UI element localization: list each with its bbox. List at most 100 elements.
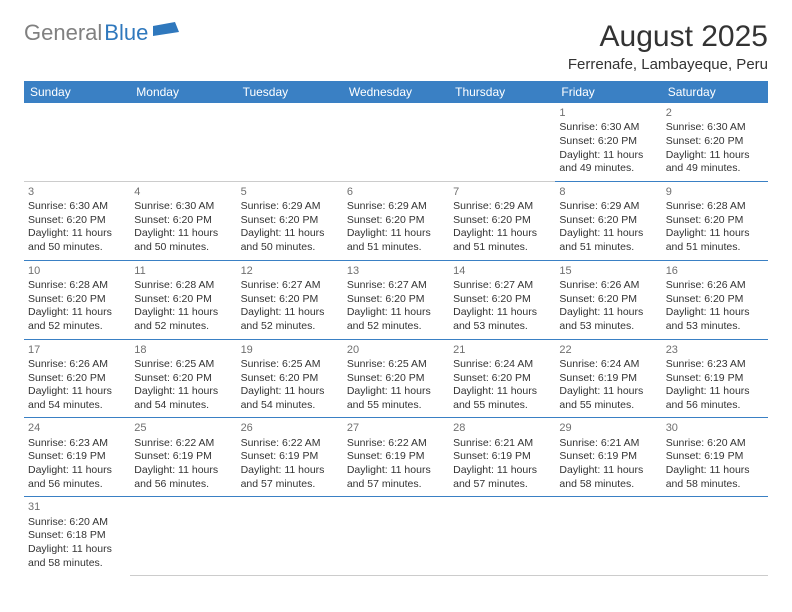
day-info: Sunrise: 6:21 AMSunset: 6:19 PMDaylight:…: [559, 437, 657, 492]
logo-text-grey: General: [24, 20, 102, 46]
calendar-cell: 17Sunrise: 6:26 AMSunset: 6:20 PMDayligh…: [24, 339, 130, 418]
day-number: 29: [559, 421, 657, 435]
day-info: Sunrise: 6:24 AMSunset: 6:19 PMDaylight:…: [559, 358, 657, 413]
calendar-cell: [555, 497, 661, 575]
calendar-cell: 3Sunrise: 6:30 AMSunset: 6:20 PMDaylight…: [24, 181, 130, 260]
calendar-cell: 11Sunrise: 6:28 AMSunset: 6:20 PMDayligh…: [130, 260, 236, 339]
calendar-cell: 24Sunrise: 6:23 AMSunset: 6:19 PMDayligh…: [24, 418, 130, 497]
day-info: Sunrise: 6:22 AMSunset: 6:19 PMDaylight:…: [241, 437, 339, 492]
calendar-body: 1Sunrise: 6:30 AMSunset: 6:20 PMDaylight…: [24, 103, 768, 575]
calendar-cell: 7Sunrise: 6:29 AMSunset: 6:20 PMDaylight…: [449, 181, 555, 260]
day-info: Sunrise: 6:29 AMSunset: 6:20 PMDaylight:…: [347, 200, 445, 255]
calendar-cell: 25 Sunrise: 6:22 AMSunset: 6:19 PMDayligh…: [130, 418, 236, 497]
day-info: Sunrise: 6:25 AMSunset: 6:20 PMDaylight:…: [347, 358, 445, 413]
calendar-head: SundayMondayTuesdayWednesdayThursdayFrid…: [24, 81, 768, 103]
calendar-cell: 26 Sunrise: 6:22 AMSunset: 6:19 PMDayligh…: [237, 418, 343, 497]
weekday-header: Friday: [555, 81, 661, 103]
day-number: 6: [347, 185, 445, 199]
day-info: Sunrise: 6:23 AMSunset: 6:19 PMDaylight:…: [28, 437, 126, 492]
day-info: Sunrise: 6:25 AMSunset: 6:20 PMDaylight:…: [134, 358, 232, 413]
day-number: 26: [241, 421, 339, 435]
calendar-cell: 5Sunrise: 6:29 AMSunset: 6:20 PMDaylight…: [237, 181, 343, 260]
calendar-cell: [449, 497, 555, 575]
day-number: 25: [134, 421, 232, 435]
location: Ferrenafe, Lambayeque, Peru: [568, 56, 768, 73]
day-number: 30: [666, 421, 764, 435]
calendar-cell: 30 Sunrise: 6:20 AMSunset: 6:19 PMDayligh…: [662, 418, 768, 497]
calendar-cell: [24, 103, 130, 181]
day-info: Sunrise: 6:26 AMSunset: 6:20 PMDaylight:…: [28, 358, 126, 413]
day-number: 10: [28, 264, 126, 278]
day-info: Sunrise: 6:23 AMSunset: 6:19 PMDaylight:…: [666, 358, 764, 413]
calendar-cell: [237, 497, 343, 575]
calendar-cell: 29 Sunrise: 6:21 AMSunset: 6:19 PMDayligh…: [555, 418, 661, 497]
day-number: 18: [134, 343, 232, 357]
calendar-cell: 4Sunrise: 6:30 AMSunset: 6:20 PMDaylight…: [130, 181, 236, 260]
calendar-cell: 16Sunrise: 6:26 AMSunset: 6:20 PMDayligh…: [662, 260, 768, 339]
day-info: Sunrise: 6:27 AMSunset: 6:20 PMDaylight:…: [347, 279, 445, 334]
day-info: Sunrise: 6:22 AMSunset: 6:19 PMDaylight:…: [347, 437, 445, 492]
calendar-cell: [449, 103, 555, 181]
day-info: Sunrise: 6:26 AMSunset: 6:20 PMDaylight:…: [666, 279, 764, 334]
day-number: 2: [666, 106, 764, 120]
title-block: August 2025 Ferrenafe, Lambayeque, Peru: [568, 20, 768, 73]
day-number: 19: [241, 343, 339, 357]
logo-text-blue: Blue: [104, 20, 148, 46]
calendar-cell: 10Sunrise: 6:28 AMSunset: 6:20 PMDayligh…: [24, 260, 130, 339]
day-number: 1: [559, 106, 657, 120]
day-number: 23: [666, 343, 764, 357]
day-info: Sunrise: 6:25 AMSunset: 6:20 PMDaylight:…: [241, 358, 339, 413]
calendar-cell: 9Sunrise: 6:28 AMSunset: 6:20 PMDaylight…: [662, 181, 768, 260]
calendar-cell: [130, 103, 236, 181]
calendar-cell: 8Sunrise: 6:29 AMSunset: 6:20 PMDaylight…: [555, 181, 661, 260]
day-number: 28: [453, 421, 551, 435]
calendar-cell: [343, 497, 449, 575]
weekday-header: Thursday: [449, 81, 555, 103]
day-info: Sunrise: 6:29 AMSunset: 6:20 PMDaylight:…: [453, 200, 551, 255]
calendar-cell: 13Sunrise: 6:27 AMSunset: 6:20 PMDayligh…: [343, 260, 449, 339]
day-info: Sunrise: 6:24 AMSunset: 6:20 PMDaylight:…: [453, 358, 551, 413]
day-number: 21: [453, 343, 551, 357]
day-info: Sunrise: 6:28 AMSunset: 6:20 PMDaylight:…: [28, 279, 126, 334]
day-info: Sunrise: 6:27 AMSunset: 6:20 PMDaylight:…: [453, 279, 551, 334]
day-number: 22: [559, 343, 657, 357]
weekday-header: Saturday: [662, 81, 768, 103]
day-number: 17: [28, 343, 126, 357]
day-info: Sunrise: 6:29 AMSunset: 6:20 PMDaylight:…: [559, 200, 657, 255]
calendar-cell: [130, 497, 236, 575]
calendar-cell: 1Sunrise: 6:30 AMSunset: 6:20 PMDaylight…: [555, 103, 661, 181]
day-info: Sunrise: 6:20 AMSunset: 6:19 PMDaylight:…: [666, 437, 764, 492]
calendar-cell: 12Sunrise: 6:27 AMSunset: 6:20 PMDayligh…: [237, 260, 343, 339]
day-number: 5: [241, 185, 339, 199]
day-number: 16: [666, 264, 764, 278]
day-info: Sunrise: 6:30 AMSunset: 6:20 PMDaylight:…: [28, 200, 126, 255]
day-info: Sunrise: 6:21 AMSunset: 6:19 PMDaylight:…: [453, 437, 551, 492]
day-info: Sunrise: 6:28 AMSunset: 6:20 PMDaylight:…: [134, 279, 232, 334]
calendar-cell: [343, 103, 449, 181]
header: GeneralBlue August 2025 Ferrenafe, Lamba…: [24, 20, 768, 73]
calendar-cell: 6Sunrise: 6:29 AMSunset: 6:20 PMDaylight…: [343, 181, 449, 260]
calendar-table: SundayMondayTuesdayWednesdayThursdayFrid…: [24, 81, 768, 576]
calendar-cell: 28 Sunrise: 6:21 AMSunset: 6:19 PMDayligh…: [449, 418, 555, 497]
day-number: 31: [28, 500, 126, 514]
day-number: 12: [241, 264, 339, 278]
calendar-cell: 19Sunrise: 6:25 AMSunset: 6:20 PMDayligh…: [237, 339, 343, 418]
day-info: Sunrise: 6:29 AMSunset: 6:20 PMDaylight:…: [241, 200, 339, 255]
day-info: Sunrise: 6:30 AMSunset: 6:20 PMDaylight:…: [134, 200, 232, 255]
calendar-cell: [237, 103, 343, 181]
month-title: August 2025: [568, 20, 768, 54]
calendar-cell: 31Sunrise: 6:20 AMSunset: 6:18 PMDayligh…: [24, 497, 130, 575]
day-info: Sunrise: 6:30 AMSunset: 6:20 PMDaylight:…: [666, 121, 764, 176]
day-number: 20: [347, 343, 445, 357]
day-number: 7: [453, 185, 551, 199]
calendar-cell: 2Sunrise: 6:30 AMSunset: 6:20 PMDaylight…: [662, 103, 768, 181]
day-info: Sunrise: 6:30 AMSunset: 6:20 PMDaylight:…: [559, 121, 657, 176]
day-info: Sunrise: 6:22 AMSunset: 6:19 PMDaylight:…: [134, 437, 232, 492]
day-number: 27: [347, 421, 445, 435]
day-info: Sunrise: 6:28 AMSunset: 6:20 PMDaylight:…: [666, 200, 764, 255]
weekday-header: Tuesday: [237, 81, 343, 103]
day-number: 11: [134, 264, 232, 278]
logo: GeneralBlue: [24, 20, 179, 46]
calendar-cell: 18Sunrise: 6:25 AMSunset: 6:20 PMDayligh…: [130, 339, 236, 418]
calendar-cell: 14Sunrise: 6:27 AMSunset: 6:20 PMDayligh…: [449, 260, 555, 339]
